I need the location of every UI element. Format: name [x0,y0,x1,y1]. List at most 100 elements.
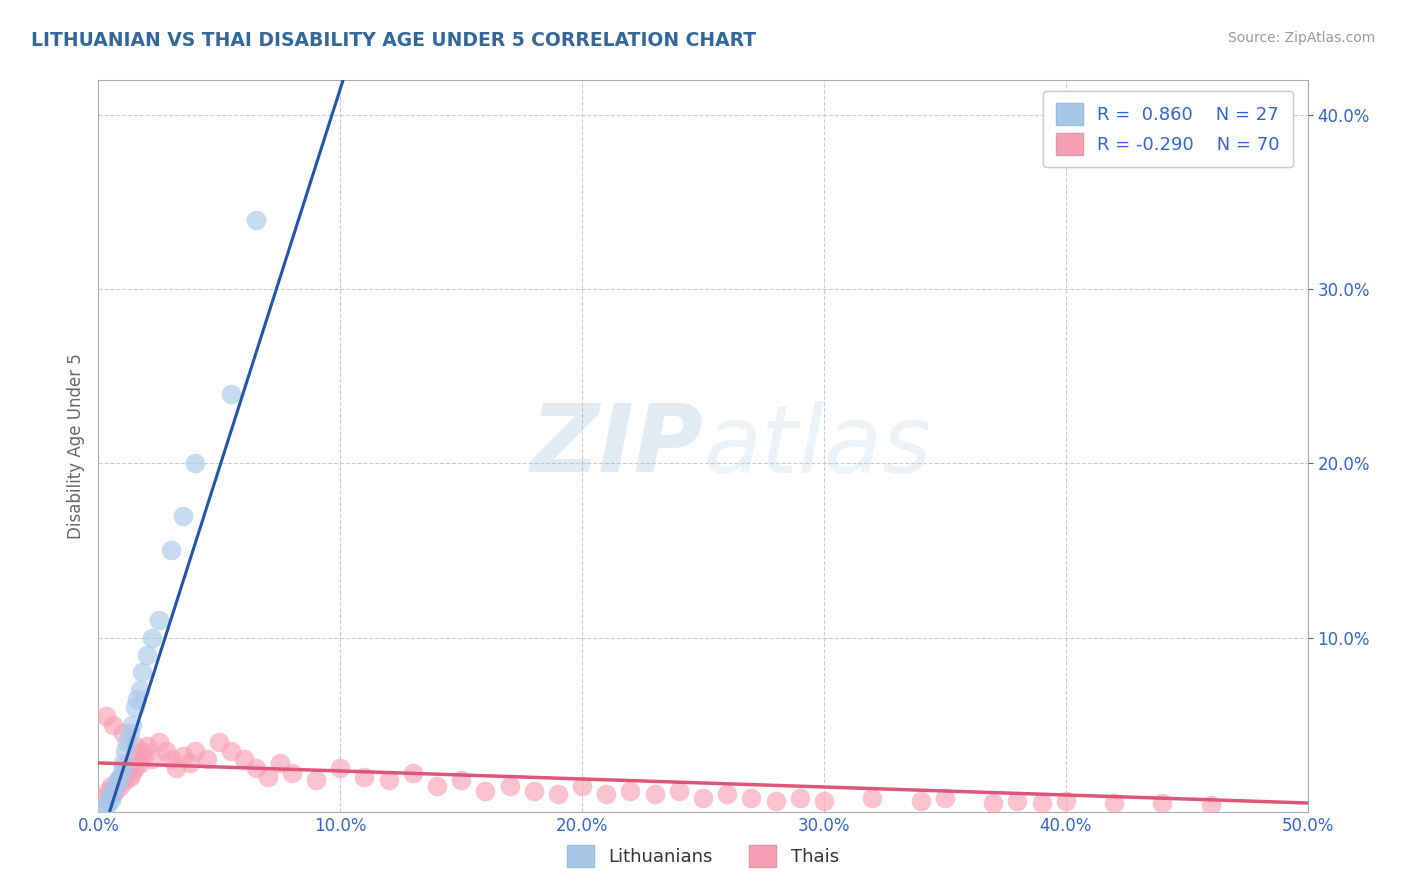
Point [127,691,149,706]
Point [281,766,304,780]
Point [97,784,120,798]
Point [692,790,714,805]
Point [256,770,278,784]
Point [141,752,163,766]
Point [329,761,352,775]
Point [104,779,127,793]
Point [165,761,187,775]
Point [450,773,472,788]
Point [148,735,170,749]
Point [377,773,399,788]
Point [135,739,157,753]
Point [131,744,153,758]
Point [135,648,157,662]
Text: LITHUANIAN VS THAI DISABILITY AGE UNDER 5 CORRELATION CHART: LITHUANIAN VS THAI DISABILITY AGE UNDER … [31,31,756,50]
Point [498,779,520,793]
Point [108,770,131,784]
Point [523,784,546,798]
Point [172,508,194,523]
Point [94,709,117,723]
Point [131,665,153,680]
Point [101,717,124,731]
Point [1199,797,1222,812]
Point [124,700,146,714]
Point [128,756,150,770]
Point [981,796,1004,810]
Point [108,779,131,793]
Point [111,770,134,784]
Point [910,794,932,808]
Point [107,773,129,788]
Point [91,790,114,805]
Point [91,801,114,815]
Point [571,779,593,793]
Point [160,543,183,558]
Point [128,682,150,697]
Point [668,784,690,798]
Point [111,761,134,775]
Point [402,766,425,780]
Point [1054,794,1077,808]
Point [179,756,201,770]
Point [121,766,143,780]
Point [100,792,122,806]
Legend: Lithuanians, Thais: Lithuanians, Thais [560,838,846,874]
Point [114,744,136,758]
Point [141,631,163,645]
Point [221,744,243,758]
Point [1102,796,1125,810]
Point [232,752,254,766]
Point [124,739,146,753]
Point [269,756,291,770]
Point [1031,796,1053,810]
Text: ZIP: ZIP [530,400,703,492]
Point [789,790,811,805]
Text: Source: ZipAtlas.com: Source: ZipAtlas.com [1227,31,1375,45]
Point [155,744,177,758]
Point [860,790,883,805]
Point [172,749,194,764]
Point [245,212,267,227]
Point [426,779,449,793]
Point [100,779,122,793]
Text: atlas: atlas [703,401,931,491]
Point [595,787,617,801]
Point [1007,794,1029,808]
Point [184,457,207,471]
Y-axis label: Disability Age Under 5: Disability Age Under 5 [66,353,84,539]
Point [208,735,231,749]
Point [114,773,136,788]
Point [134,749,156,764]
Point [305,773,328,788]
Point [184,744,207,758]
Point [111,756,134,770]
Point [124,761,146,775]
Point [644,787,666,801]
Point [101,787,124,801]
Point [117,761,139,775]
Point [97,796,120,810]
Point [104,784,127,798]
Point [813,794,835,808]
Point [160,752,183,766]
Point [195,752,218,766]
Point [934,790,956,805]
Point [117,735,139,749]
Point [221,386,243,401]
Point [716,787,738,801]
Point [353,770,375,784]
Point [148,613,170,627]
Point [547,787,569,801]
Point [127,752,149,766]
Point [118,770,141,784]
Point [100,787,122,801]
Point [245,761,267,775]
Point [474,784,496,798]
Point [619,784,641,798]
Point [740,790,762,805]
Point [1152,796,1174,810]
Legend: R =  0.860    N = 27, R = -0.290    N = 70: R = 0.860 N = 27, R = -0.290 N = 70 [1043,91,1292,168]
Point [121,717,143,731]
Point [765,794,787,808]
Point [101,784,124,798]
